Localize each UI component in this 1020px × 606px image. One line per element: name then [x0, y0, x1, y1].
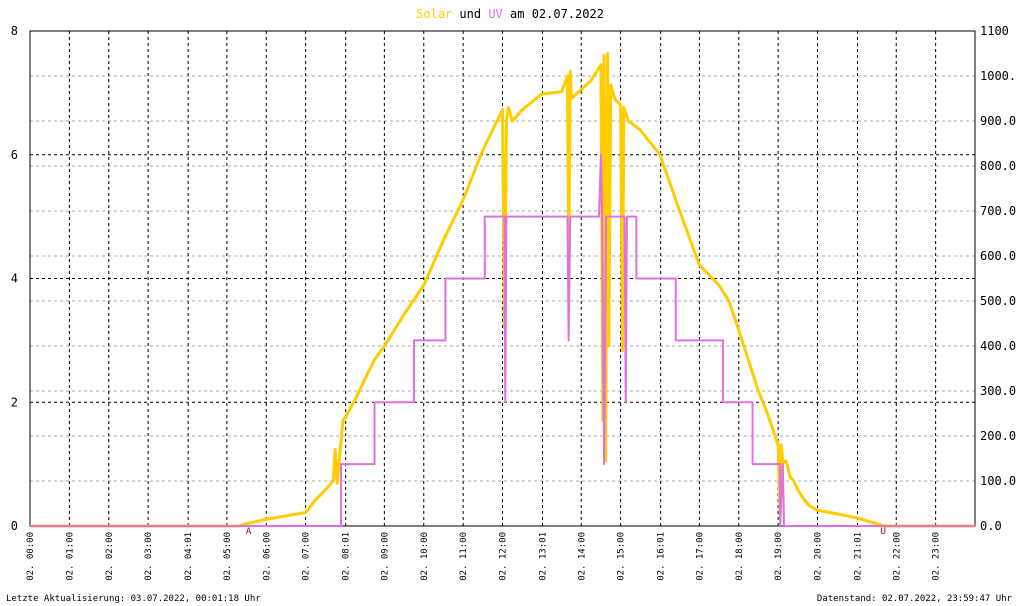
y-tick-label: 4 [11, 272, 18, 286]
x-tick-label: 02. 21:01 [854, 532, 864, 581]
x-tick-label: 02. 13:01 [539, 532, 549, 581]
series-line [30, 153, 975, 527]
y2-tick-label: 700.0 [980, 204, 1016, 218]
y2-tick-label: 600.0 [980, 249, 1016, 263]
x-tick-label: 02. 10:00 [420, 532, 430, 581]
x-tick-label: 02. 03:00 [144, 532, 154, 581]
chart-title: Solar und UV am 02.07.2022 [416, 7, 604, 21]
x-tick-label: 02. 00:00 [26, 532, 36, 581]
x-tick-label: 02. 19:00 [774, 532, 784, 581]
y-tick-label: 6 [11, 148, 18, 162]
y2-tick-label: 500.0 [980, 294, 1016, 308]
x-tick-label: 02. 06:00 [262, 532, 272, 581]
y-tick-label: 8 [11, 24, 18, 38]
y-tick-label: 2 [11, 395, 18, 409]
y2-tick-label: 1100 [980, 24, 1009, 38]
title-solar: Solar [416, 7, 452, 21]
y2-tick-label: 800.0 [980, 159, 1016, 173]
x-tick-label: 02. 01:00 [65, 532, 75, 581]
x-tick-label: 02. 16:01 [657, 532, 667, 581]
x-tick-label: 02. 09:00 [380, 532, 390, 581]
y2-tick-label: 300.0 [980, 384, 1016, 398]
y2-tick-label: 1000. [980, 69, 1016, 83]
plot-frame [29, 30, 976, 527]
title-joiner: und [459, 7, 481, 21]
y2-tick-label: 200.0 [980, 429, 1016, 443]
y2-tick-label: 0.0 [980, 519, 1002, 533]
footer-left: Letzte Aktualisierung: 03.07.2022, 00:01… [6, 594, 261, 604]
x-tick-label: 02. 18:00 [735, 532, 745, 581]
x-tick-label: 02. 20:00 [814, 532, 824, 581]
x-tick-label: 02. 02:00 [105, 532, 115, 581]
x-tick-label: 02. 12:00 [499, 532, 509, 581]
annotation: U [881, 527, 886, 537]
x-tick-label: 02. 23:00 [932, 532, 942, 581]
x-tick-label: 02. 15:00 [617, 532, 627, 581]
y-tick-label: 0 [11, 519, 18, 533]
x-tick-label: 02. 04:01 [184, 532, 194, 581]
x-tick-label: 02. 07:00 [302, 532, 312, 581]
title-uv: UV [488, 7, 502, 21]
x-tick-label: 02. 08:01 [342, 532, 352, 581]
x-tick-label: 02. 05:00 [223, 532, 233, 581]
y2-tick-label: 100.0 [980, 474, 1016, 488]
footer-right: Datenstand: 02.07.2022, 23:59:47 Uhr [817, 594, 1013, 604]
x-tick-label: 02. 17:00 [695, 532, 705, 581]
annotation: A [246, 527, 252, 537]
x-tick-label: 02. 14:00 [577, 532, 587, 581]
y2-tick-label: 900.0 [980, 114, 1016, 128]
x-tick-label: 02. 22:00 [892, 532, 902, 581]
title-suffix: am 02.07.2022 [510, 7, 604, 21]
x-tick-label: 02. 11:00 [459, 532, 469, 581]
y2-tick-label: 400.0 [980, 339, 1016, 353]
